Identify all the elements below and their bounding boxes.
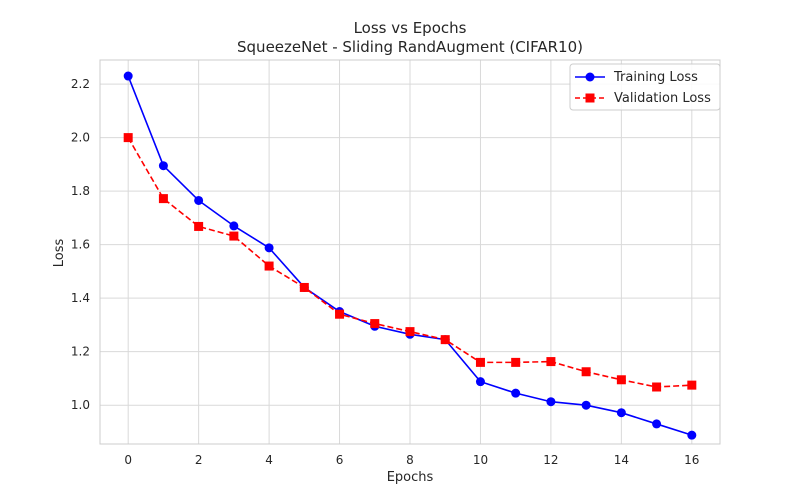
legend-label-training: Training Loss <box>613 70 698 85</box>
training-loss-point <box>475 377 485 387</box>
x-tick-label: 10 <box>473 453 488 467</box>
x-tick-label: 12 <box>543 453 558 467</box>
y-tick-label: 1.6 <box>71 238 90 252</box>
training-loss-point <box>264 243 274 253</box>
training-loss-point <box>194 195 204 205</box>
y-tick-label: 2.2 <box>71 77 90 91</box>
tick-labels: 0 2 4 6 8 10 12 14 16 1.0 1.2 1.4 1.6 1.8 2.0 2.2 <box>71 77 700 467</box>
x-tick-label: 8 <box>406 453 414 467</box>
validation-loss-point <box>123 133 133 143</box>
validation-loss-point <box>370 319 380 329</box>
chart-title: Loss vs Epochs <box>354 19 467 37</box>
training-loss-point <box>123 71 133 81</box>
validation-loss-point <box>687 380 697 390</box>
validation-loss-point <box>475 357 485 367</box>
training-loss-point <box>158 161 168 171</box>
grid <box>100 60 720 444</box>
validation-loss-point <box>335 309 345 319</box>
validation-loss-point <box>405 327 415 337</box>
y-tick-label: 2.0 <box>71 131 90 145</box>
training-loss-point <box>616 408 626 418</box>
validation-loss-point <box>511 357 521 367</box>
plot-area <box>99 59 721 445</box>
y-tick-label: 1.8 <box>71 184 90 198</box>
training-loss-point <box>581 400 591 410</box>
y-tick-label: 1.0 <box>71 398 90 412</box>
x-tick-label: 16 <box>684 453 699 467</box>
x-tick-label: 14 <box>614 453 629 467</box>
validation-loss-point <box>440 335 450 345</box>
training-loss-point <box>511 388 521 398</box>
x-axis-label: Epochs <box>387 470 434 485</box>
validation-loss-point <box>652 382 662 392</box>
x-tick-label: 6 <box>336 453 344 467</box>
validation-loss-point <box>581 367 591 377</box>
legend-marker-validation <box>585 93 595 103</box>
x-tick-label: 2 <box>195 453 203 467</box>
validation-loss-point <box>264 261 274 271</box>
y-axis-label: Loss <box>52 239 67 268</box>
legend-label-validation: Validation Loss <box>614 91 711 106</box>
y-tick-label: 1.2 <box>71 345 90 359</box>
legend: Training Loss Validation Loss <box>569 63 721 111</box>
validation-loss-point <box>616 375 626 385</box>
validation-loss-point <box>546 357 556 367</box>
training-loss-point <box>687 430 697 440</box>
chart-subtitle: SqueezeNet - Sliding RandAugment (CIFAR1… <box>237 38 583 56</box>
series-layer <box>123 71 697 440</box>
x-tick-label: 4 <box>265 453 273 467</box>
training-loss-point <box>546 397 556 407</box>
validation-loss-point <box>158 194 168 204</box>
y-tick-label: 1.4 <box>71 291 90 305</box>
legend-marker-training <box>585 72 595 82</box>
training-loss-point <box>229 221 239 231</box>
x-tick-label: 0 <box>124 453 132 467</box>
training-loss-point <box>652 419 662 429</box>
legend-box <box>569 63 721 111</box>
validation-loss-point <box>299 282 309 292</box>
validation-loss-point <box>229 231 239 241</box>
validation-loss-point <box>194 221 204 231</box>
